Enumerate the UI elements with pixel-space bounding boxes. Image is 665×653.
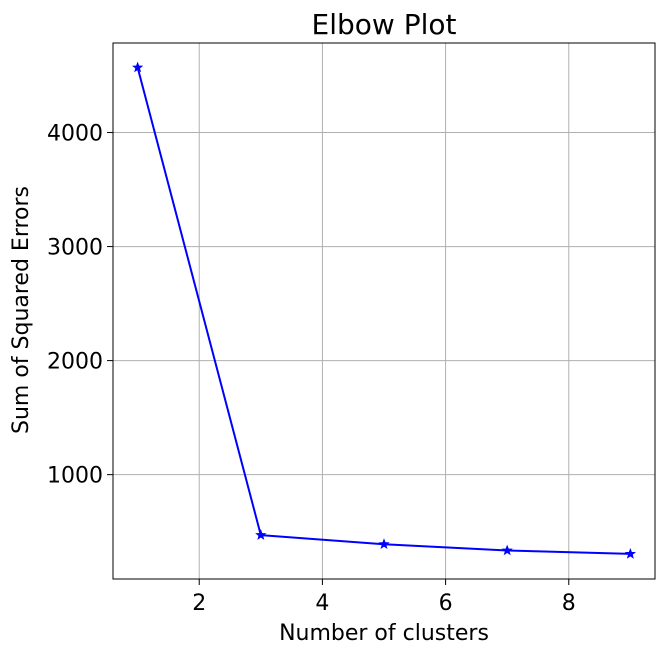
- x-tick-label: 4: [315, 591, 329, 616]
- y-tick-label: 2000: [47, 350, 103, 375]
- data-point-star: [501, 544, 513, 556]
- chart-title: Elbow Plot: [312, 8, 457, 41]
- x-tick-label: 6: [439, 591, 453, 616]
- y-tick-label: 4000: [47, 122, 103, 147]
- y-axis-label: Sum of Squared Errors: [9, 186, 34, 434]
- data-point-star: [378, 538, 390, 550]
- x-tick-label: 8: [562, 591, 576, 616]
- data-point-star: [624, 547, 636, 559]
- y-tick-label: 3000: [47, 236, 103, 261]
- axes: 2 4 6 8 1000 2000 3000 4000: [47, 42, 656, 616]
- axes-frame: [112, 42, 656, 580]
- data-point-star: [255, 529, 267, 540]
- plot-area: [132, 61, 636, 559]
- y-tick-label: 1000: [47, 464, 103, 489]
- x-axis-label: Number of clusters: [279, 621, 489, 646]
- data-point-star: [132, 61, 144, 73]
- grid-lines: [113, 43, 655, 579]
- x-tick-label: 2: [192, 591, 206, 616]
